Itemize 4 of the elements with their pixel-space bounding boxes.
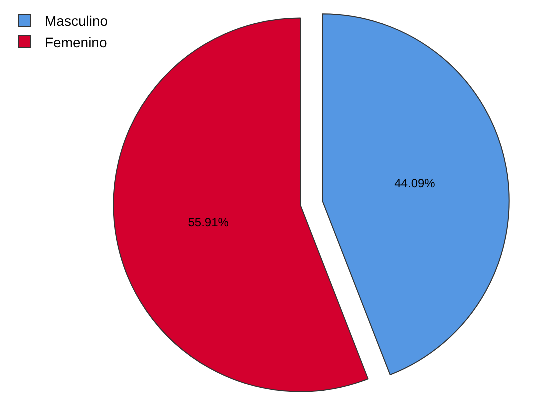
- legend-label: Femenino: [45, 34, 108, 50]
- legend-label: Masculino: [45, 13, 108, 30]
- data-label: 44.09%: [394, 176, 436, 191]
- data-label: 55.91%: [188, 215, 230, 230]
